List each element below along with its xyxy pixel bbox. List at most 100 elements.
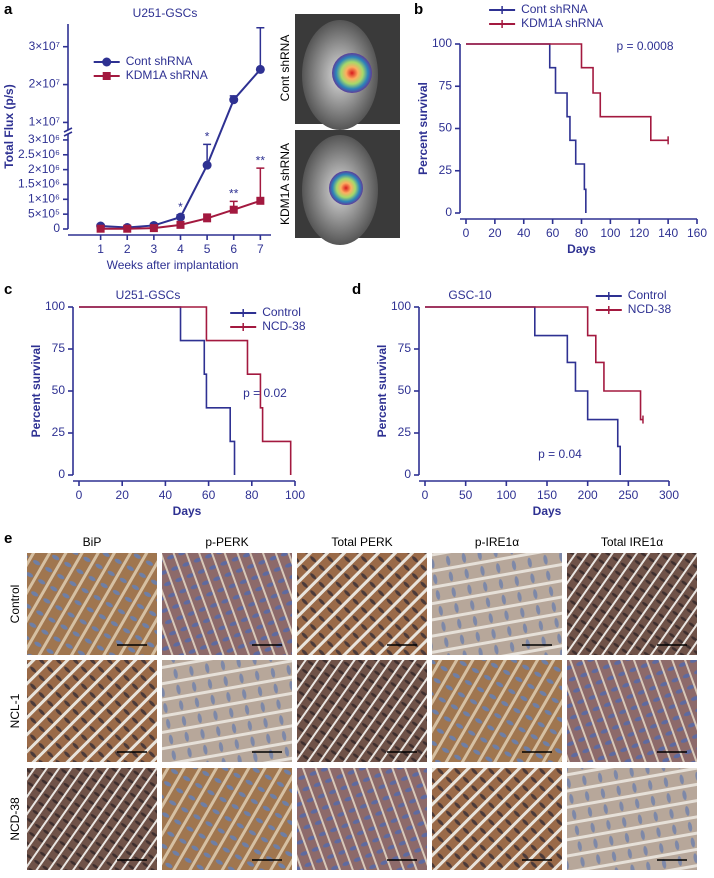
point bbox=[203, 214, 212, 223]
x-tick-label: 160 bbox=[687, 226, 707, 240]
x-tick-label: 80 bbox=[245, 488, 259, 502]
micrograph bbox=[432, 660, 562, 762]
column-label: BiP bbox=[83, 535, 102, 549]
x-tick-label: 5 bbox=[204, 242, 211, 256]
legend-label: Control bbox=[262, 305, 301, 319]
significance: ** bbox=[229, 187, 239, 201]
error-bar bbox=[256, 27, 265, 70]
micrograph bbox=[297, 660, 427, 762]
panel-label: a bbox=[4, 1, 13, 18]
y-tick-label: 1×10⁶ bbox=[28, 191, 60, 205]
point bbox=[176, 220, 185, 229]
x-tick-label: 20 bbox=[488, 226, 502, 240]
micrograph bbox=[27, 660, 157, 762]
point bbox=[202, 160, 212, 170]
chart-title: U251-GSCs bbox=[133, 6, 198, 20]
x-tick-label: 300 bbox=[659, 488, 679, 502]
column-label: p-PERK bbox=[205, 535, 248, 549]
y-tick-label: 5×10⁵ bbox=[28, 206, 60, 220]
panel-label: e bbox=[4, 530, 12, 547]
image-label: Cont shRNA bbox=[278, 35, 292, 102]
x-tick-label: 100 bbox=[285, 488, 305, 502]
y-tick-label: 25 bbox=[52, 425, 66, 439]
y-tick-label: 75 bbox=[439, 78, 453, 92]
image-label: KDM1A shRNA bbox=[278, 143, 292, 225]
ihc-grid: BiP p-PERK Total PERK p-IRE1α Total IRE1α Con… bbox=[8, 535, 697, 870]
p-value: p = 0.04 bbox=[538, 447, 582, 461]
panel-label: c bbox=[4, 281, 12, 298]
panel-label: d bbox=[352, 281, 361, 298]
x-axis-label: Days bbox=[173, 504, 202, 518]
y-tick-label: 3×10⁷ bbox=[29, 39, 60, 53]
legend-label: Cont shRNA bbox=[126, 54, 193, 68]
x-tick-label: 50 bbox=[459, 488, 473, 502]
x-tick-label: 250 bbox=[618, 488, 638, 502]
panel-label: b bbox=[414, 1, 423, 18]
survival-curve bbox=[79, 306, 236, 475]
axis-break bbox=[63, 127, 73, 137]
chart-title: GSC-10 bbox=[448, 288, 492, 302]
y-axis-label: Percent survival bbox=[29, 345, 43, 438]
y-tick-label: 50 bbox=[52, 383, 66, 397]
error-bar bbox=[256, 167, 265, 201]
x-tick-label: 2 bbox=[124, 242, 131, 256]
micrograph bbox=[567, 768, 697, 870]
y-tick-label: 100 bbox=[45, 299, 65, 313]
micrograph bbox=[432, 768, 562, 870]
y-tick-label: 2.5×10⁶ bbox=[18, 147, 60, 161]
row-label: NCD-38 bbox=[8, 797, 22, 841]
x-tick-label: 60 bbox=[546, 226, 560, 240]
y-tick-label: 0 bbox=[53, 221, 60, 235]
image-detail bbox=[332, 53, 372, 93]
x-tick-label: 0 bbox=[76, 488, 83, 502]
x-tick-label: 100 bbox=[600, 226, 620, 240]
x-tick-label: 200 bbox=[578, 488, 598, 502]
micrograph bbox=[27, 768, 157, 870]
legend-marker bbox=[102, 72, 111, 80]
point bbox=[255, 64, 265, 74]
point bbox=[229, 205, 238, 214]
y-tick-label: 50 bbox=[398, 383, 412, 397]
y-tick-label: 0 bbox=[404, 467, 411, 481]
y-tick-label: 25 bbox=[398, 425, 412, 439]
y-tick-label: 75 bbox=[398, 341, 412, 355]
x-tick-label: 0 bbox=[422, 488, 429, 502]
x-tick-label: 40 bbox=[517, 226, 531, 240]
legend-label: KDM1A shRNA bbox=[521, 16, 603, 30]
y-tick-label: 100 bbox=[432, 36, 452, 50]
survival-curve bbox=[466, 43, 587, 213]
y-tick-label: 100 bbox=[391, 299, 411, 313]
y-axis-label: Percent survival bbox=[375, 345, 389, 438]
y-tick-label: 1.5×10⁶ bbox=[18, 177, 60, 191]
row-label: NCL-1 bbox=[8, 693, 22, 728]
point bbox=[229, 95, 239, 105]
micrograph bbox=[27, 553, 157, 655]
significance: * bbox=[205, 130, 210, 144]
row-label: Control bbox=[8, 585, 22, 624]
micrograph bbox=[567, 660, 697, 762]
point bbox=[96, 224, 105, 233]
x-axis-label: Days bbox=[567, 242, 596, 256]
y-tick-label: 0 bbox=[445, 205, 452, 219]
y-tick-label: 75 bbox=[52, 341, 66, 355]
x-tick-label: 140 bbox=[658, 226, 678, 240]
y-tick-label: 2×10⁶ bbox=[28, 162, 60, 176]
x-tick-label: 40 bbox=[159, 488, 173, 502]
x-tick-label: 1 bbox=[97, 242, 104, 256]
p-value: p = 0.0008 bbox=[616, 39, 673, 53]
x-tick-label: 7 bbox=[257, 242, 264, 256]
point bbox=[256, 196, 265, 205]
legend-label: NCD-38 bbox=[262, 319, 306, 333]
column-label: Total PERK bbox=[331, 535, 392, 549]
chart: 0 25 50 75 100 0 20 40 60 80 100 Days Percent surviv… bbox=[29, 288, 306, 518]
legend-marker bbox=[102, 57, 112, 67]
legend-label: NCD-38 bbox=[628, 302, 672, 316]
y-tick-label: 0 bbox=[58, 467, 65, 481]
y-tick-label: 3×10⁶ bbox=[28, 132, 60, 146]
micrograph bbox=[162, 553, 292, 655]
x-tick-label: 20 bbox=[116, 488, 130, 502]
legend-label: Control bbox=[628, 288, 667, 302]
x-tick-label: 0 bbox=[463, 226, 470, 240]
